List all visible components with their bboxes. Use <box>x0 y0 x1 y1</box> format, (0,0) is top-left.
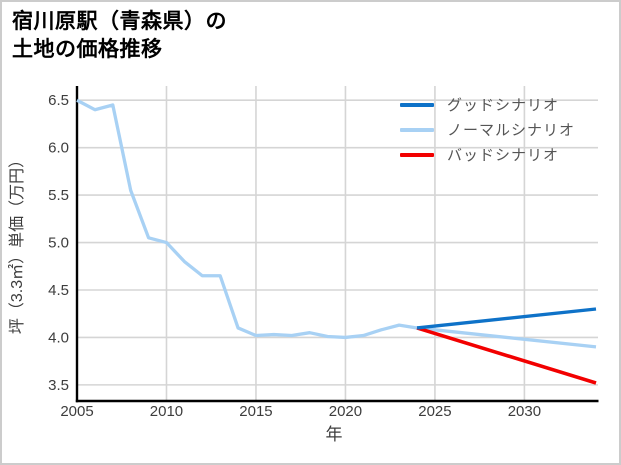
y-tick-label: 6.0 <box>48 140 69 157</box>
y-axis-title: 坪（3.3㎡）単価（万円） <box>8 152 26 334</box>
y-tick-label: 5.0 <box>48 235 69 252</box>
bad-scenario-line-swatch <box>400 152 434 157</box>
x-tick-label: 2010 <box>150 403 183 420</box>
legend-label-good: グッドシナリオ <box>447 97 560 114</box>
y-tick-label: 3.5 <box>48 377 69 394</box>
legend-label-normal: ノーマルシナリオ <box>447 122 576 139</box>
legend-label-bad: バッドシナリオ <box>447 147 560 164</box>
y-tick-label: 4.0 <box>48 329 69 346</box>
page-title: 宿川原駅（青森県）の 土地の価格推移 <box>12 8 227 64</box>
x-tick-label: 2015 <box>239 403 272 420</box>
good-scenario-line <box>416 307 597 330</box>
x-tick-label: 2025 <box>418 403 451 420</box>
legend-item-normal-scenario: ノーマルシナリオ <box>400 117 575 142</box>
x-tick-label: 2005 <box>60 403 93 420</box>
bad-scenario-line <box>416 326 597 385</box>
normal-scenario-line <box>76 98 597 349</box>
legend-item-good-scenario: グッドシナリオ <box>400 92 575 117</box>
page-title-line2: 土地の価格推移 <box>12 38 163 61</box>
legend-item-bad-scenario: バッドシナリオ <box>400 142 575 167</box>
chart-legend: グッドシナリオ ノーマルシナリオ バッドシナリオ <box>400 92 575 167</box>
x-tick-label: 2030 <box>508 403 541 420</box>
y-tick-label: 5.5 <box>48 187 69 204</box>
normal-scenario-line-swatch <box>400 127 434 132</box>
good-scenario-line-swatch <box>400 102 434 107</box>
x-tick-label: 2020 <box>329 403 362 420</box>
page-title-line1: 宿川原駅（青森県）の <box>12 10 227 33</box>
y-tick-label: 6.5 <box>48 92 69 109</box>
y-tick-label: 4.5 <box>48 282 69 299</box>
x-axis-title: 年 <box>326 425 343 444</box>
